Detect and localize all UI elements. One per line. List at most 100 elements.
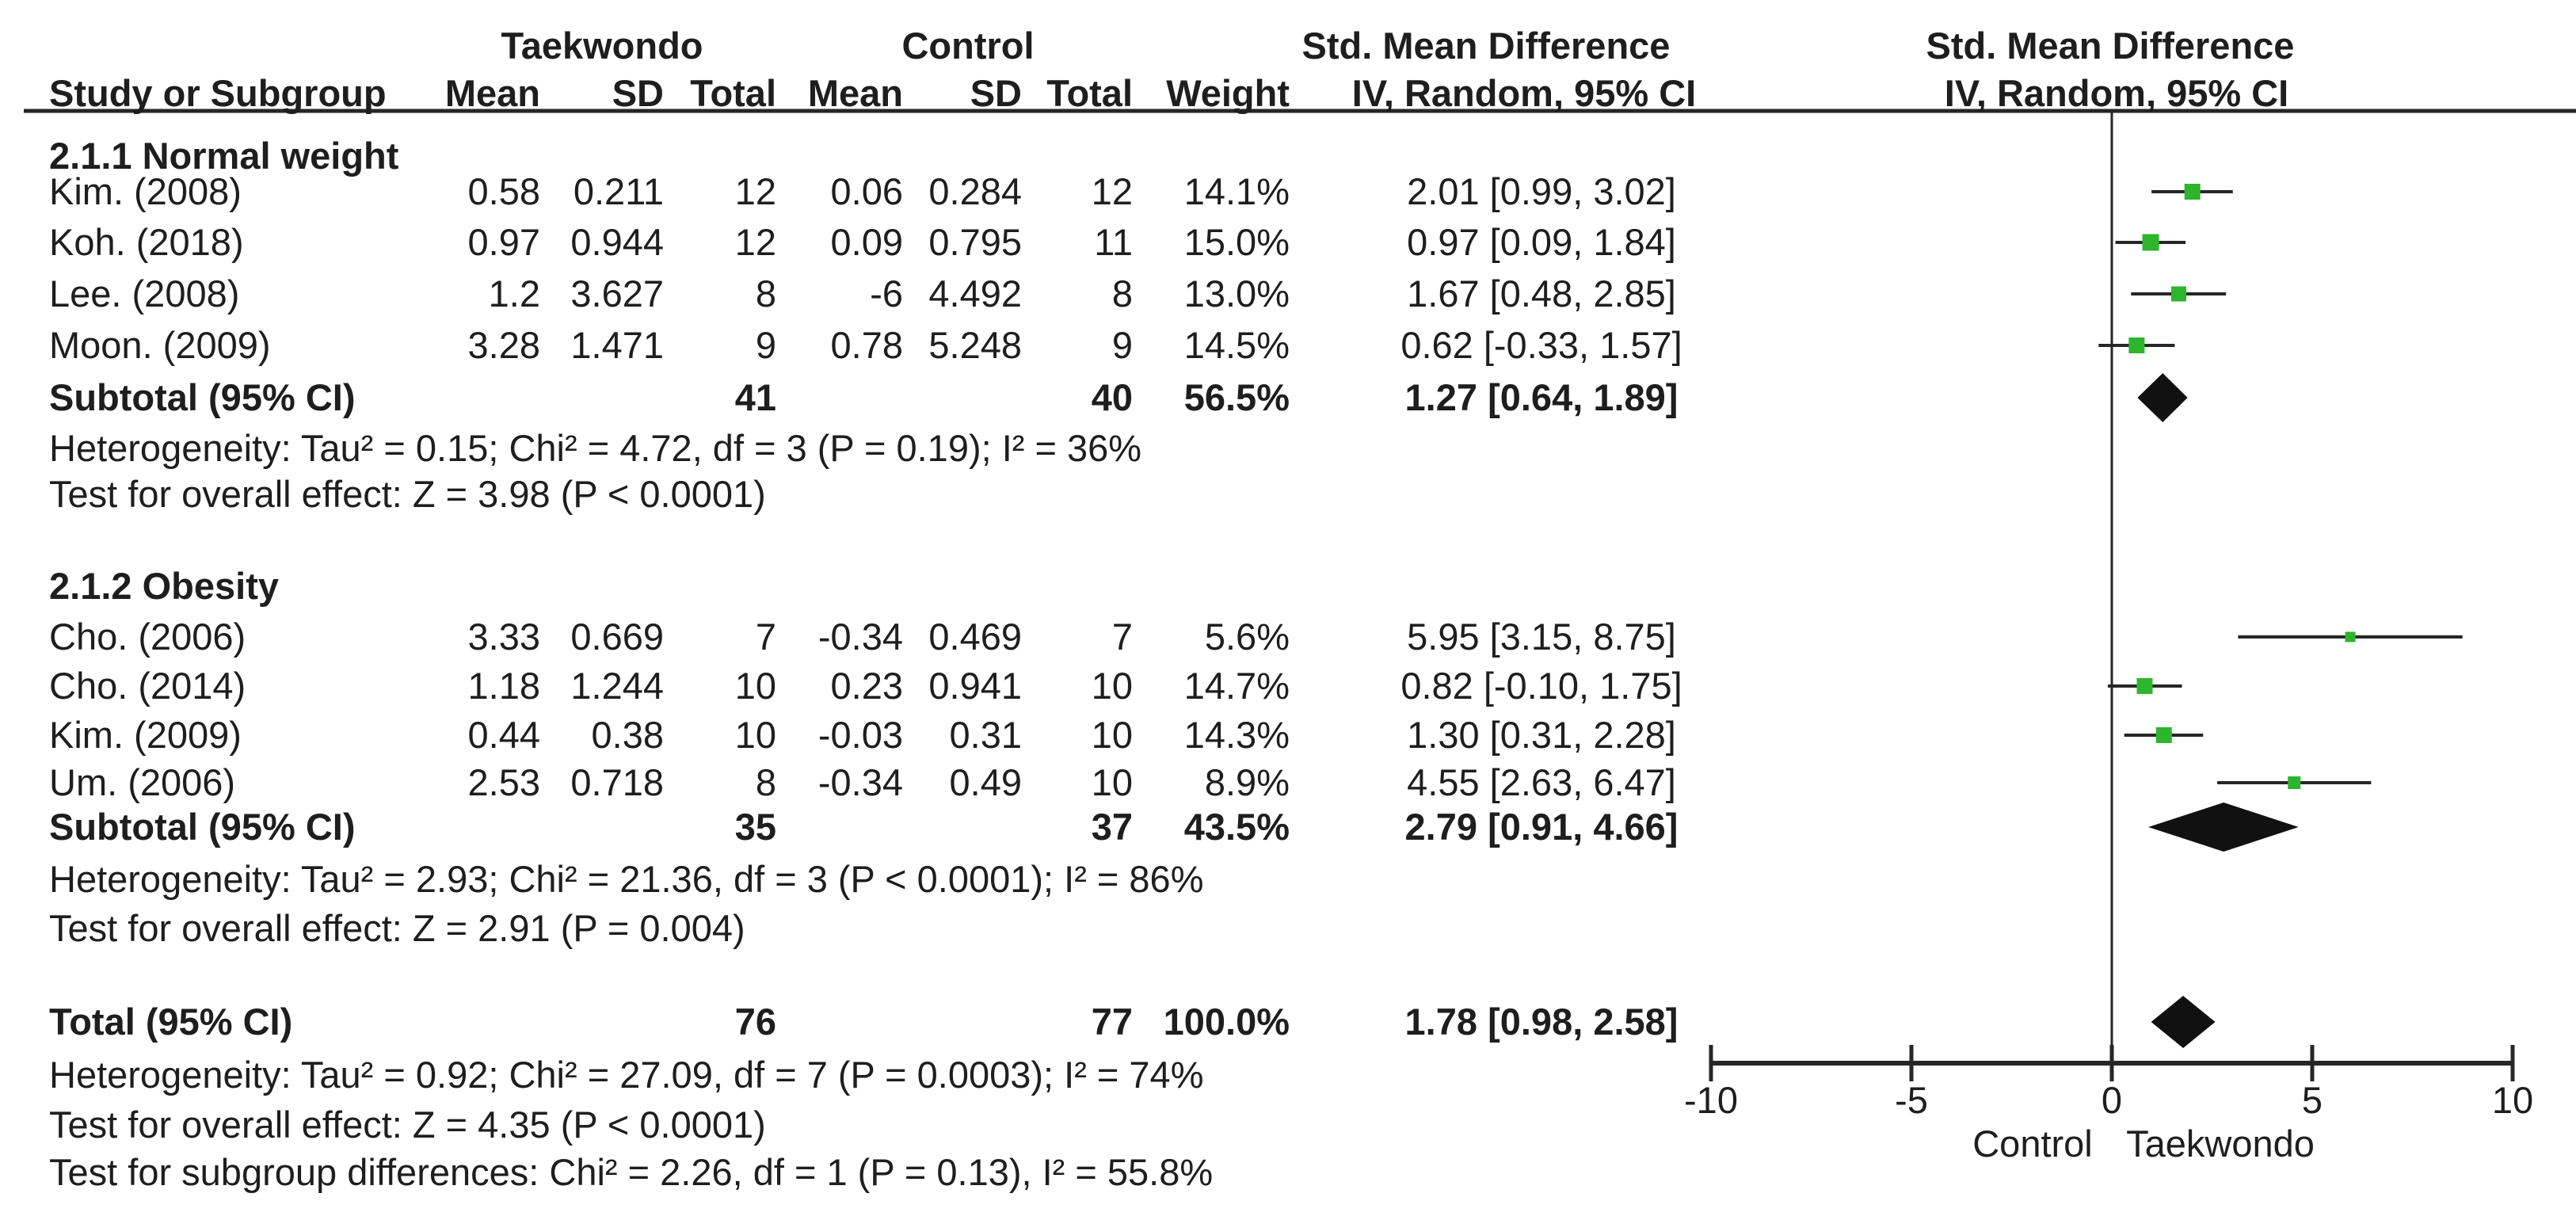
col-header-mean-taekwondo: Mean [444, 72, 540, 114]
cell-weight: 100.0% [1163, 1001, 1290, 1043]
cell-pooled-label: Total (95% CI) [49, 1001, 293, 1043]
cell-taekwondo-sd: 0.211 [573, 170, 664, 212]
study-point-square [2142, 234, 2159, 251]
cell-taekwondo-sd: 0.669 [570, 616, 664, 658]
cell-study-label: Cho. (2014) [49, 665, 246, 707]
cell-control-total: 77 [1091, 1001, 1133, 1043]
cell-taekwondo-mean: 1.2 [488, 273, 540, 315]
cell-taekwondo-mean: 0.44 [467, 714, 540, 756]
cell-taekwondo-sd: 0.38 [591, 714, 664, 756]
cell-study-label: Kim. (2009) [49, 714, 242, 756]
cell-taekwondo-mean: 3.28 [467, 324, 540, 366]
cell-taekwondo-total: 8 [755, 273, 776, 315]
cell-smd-ci: 1.67 [0.48, 2.85] [1407, 273, 1676, 315]
cell-taekwondo-sd: 1.244 [570, 665, 664, 707]
cell-weight: 5.6% [1204, 616, 1290, 658]
axis-tick-label: 5 [2301, 1079, 2323, 1121]
col-group-control: Control [901, 25, 1035, 67]
total-diamond [2151, 996, 2216, 1048]
cell-taekwondo-sd: 0.944 [570, 221, 664, 263]
subgroup-differences-note: Test for subgroup differences: Chi² = 2.… [49, 1151, 1214, 1193]
cell-weight: 14.7% [1183, 665, 1290, 707]
study-point-square [2171, 286, 2187, 302]
cell-weight: 13.0% [1183, 273, 1290, 315]
cell-pooled-label: Subtotal (95% CI) [49, 806, 356, 848]
cell-smd-ci: 0.97 [0.09, 1.84] [1407, 221, 1676, 263]
cell-control-sd: 5.248 [928, 324, 1022, 366]
cell-study-label: Kim. (2008) [49, 170, 242, 212]
axis-tick-label: 10 [2491, 1079, 2534, 1121]
col-header-study: Study or Subgroup [49, 72, 387, 114]
heterogeneity-note: Heterogeneity: Tau² = 2.93; Chi² = 21.36… [49, 858, 1204, 900]
cell-taekwondo-mean: 1.18 [467, 665, 540, 707]
study-point-square [2184, 184, 2201, 200]
cell-control-total: 7 [1111, 616, 1133, 658]
cell-taekwondo-total: 12 [734, 221, 776, 263]
study-point-square [2136, 678, 2153, 694]
subgroup-title: 2.1.1 Normal weight [49, 135, 399, 177]
axis-tick-label: 0 [2101, 1079, 2123, 1121]
cell-weight: 14.1% [1183, 170, 1290, 212]
axis-legend-control: Control [1972, 1123, 2093, 1165]
overall-effect-note: Test for overall effect: Z = 2.91 (P = 0… [49, 907, 745, 949]
cell-weight: 15.0% [1183, 221, 1290, 263]
cell-smd-ci: 5.95 [3.15, 8.75] [1407, 616, 1676, 658]
cell-smd-ci: 0.62 [-0.33, 1.57] [1400, 324, 1682, 366]
cell-taekwondo-sd: 0.718 [570, 761, 664, 803]
col-header-sd-control: SD [970, 72, 1022, 114]
cell-taekwondo-total: 76 [734, 1001, 776, 1043]
cell-pooled-label: Subtotal (95% CI) [49, 376, 356, 418]
cell-taekwondo-sd: 3.627 [570, 273, 664, 315]
cell-weight: 14.3% [1183, 714, 1290, 756]
cell-smd-ci: 1.27 [0.64, 1.89] [1404, 376, 1679, 418]
cell-study-label: Moon. (2009) [49, 324, 271, 366]
cell-smd-ci: 0.82 [-0.10, 1.75] [1400, 665, 1682, 707]
axis-legend-taekwondo: Taekwondo [2126, 1123, 2315, 1165]
cell-taekwondo-sd: 1.471 [570, 324, 664, 366]
cell-smd-ci: 1.78 [0.98, 2.58] [1404, 1001, 1679, 1043]
cell-taekwondo-total: 35 [734, 806, 776, 848]
cell-smd-ci: 4.55 [2.63, 6.47] [1407, 761, 1676, 803]
cell-smd-ci: 2.01 [0.99, 3.02] [1407, 170, 1676, 212]
cell-control-total: 37 [1091, 806, 1133, 848]
cell-control-total: 40 [1091, 376, 1133, 418]
col-group-taekwondo: Taekwondo [501, 25, 703, 67]
cell-taekwondo-total: 10 [734, 665, 776, 707]
axis-tick-label: -5 [1895, 1079, 1928, 1121]
cell-control-total: 10 [1091, 761, 1133, 803]
cell-study-label: Um. (2006) [49, 761, 236, 803]
axis-tick-label: -10 [1684, 1079, 1738, 1121]
study-point-square [2345, 631, 2356, 642]
col-header-mean-control: Mean [807, 72, 903, 114]
subtotal-diamond [2137, 373, 2188, 422]
col-header-iv-left: IV, Random, 95% CI [1351, 72, 1697, 114]
cell-taekwondo-total: 9 [755, 324, 776, 366]
cell-control-mean: -0.34 [817, 616, 903, 658]
cell-control-sd: 0.49 [949, 761, 1022, 803]
cell-taekwondo-total: 8 [755, 761, 776, 803]
cell-taekwondo-total: 41 [734, 376, 776, 418]
col-group-smd-right: Std. Mean Difference [1926, 25, 2295, 67]
cell-study-label: Koh. (2018) [49, 221, 244, 263]
cell-control-total: 10 [1091, 665, 1133, 707]
cell-smd-ci: 2.79 [0.91, 4.66] [1404, 806, 1679, 848]
cell-control-total: 12 [1091, 170, 1133, 212]
cell-weight: 43.5% [1183, 806, 1290, 848]
heterogeneity-note: Heterogeneity: Tau² = 0.15; Chi² = 4.72,… [49, 427, 1142, 469]
heterogeneity-note: Heterogeneity: Tau² = 0.92; Chi² = 27.09… [49, 1054, 1204, 1096]
cell-control-total: 10 [1091, 714, 1133, 756]
cell-weight: 8.9% [1204, 761, 1290, 803]
study-point-square [2288, 776, 2301, 789]
col-header-sd-taekwondo: SD [612, 72, 664, 114]
cell-control-sd: 0.284 [928, 170, 1022, 212]
cell-control-mean: 0.06 [830, 170, 903, 212]
cell-taekwondo-total: 12 [734, 170, 776, 212]
cell-study-label: Lee. (2008) [49, 273, 240, 315]
study-point-square [2155, 727, 2172, 743]
cell-control-sd: 4.492 [928, 273, 1022, 315]
cell-control-mean: -0.03 [817, 714, 903, 756]
overall-effect-note: Test for overall effect: Z = 3.98 (P < 0… [49, 473, 766, 515]
cell-control-mean: -6 [870, 273, 903, 315]
